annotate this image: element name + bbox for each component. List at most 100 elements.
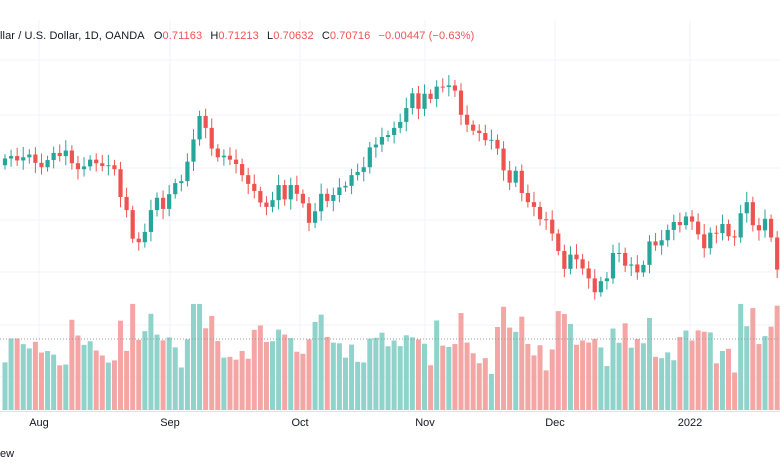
candle-body <box>379 137 385 145</box>
volume-bar <box>513 331 519 410</box>
candle-body <box>39 162 44 168</box>
candle-body <box>15 156 20 161</box>
close-label: C <box>321 30 330 42</box>
volume-bar <box>312 321 318 410</box>
candle-body <box>671 222 676 230</box>
volume-bar <box>342 357 348 410</box>
candle-body <box>440 86 445 88</box>
candle-body <box>69 150 74 164</box>
candle-body <box>562 250 567 269</box>
candle-body <box>702 234 707 249</box>
candle-body <box>179 181 184 184</box>
candle-body <box>233 159 239 165</box>
low-value: 0.70632 <box>273 30 314 42</box>
candle-body <box>355 171 360 176</box>
candle-body <box>446 85 451 87</box>
candle-body <box>471 124 476 131</box>
candle-body <box>276 185 281 201</box>
candle-body <box>732 236 737 238</box>
volume-bar <box>397 346 403 410</box>
candle-body <box>221 155 226 158</box>
candle-body <box>398 121 403 128</box>
candle-body <box>556 233 561 251</box>
candle-body <box>209 127 214 149</box>
volume-bar <box>349 344 355 410</box>
volume-bar <box>136 339 142 410</box>
candle-body <box>507 170 512 183</box>
volume-bar <box>87 341 93 410</box>
volume-bar <box>677 337 683 410</box>
volume-bar <box>726 348 732 410</box>
x-axis-ticks: Aug Sep Oct Nov Dec 2022 <box>29 417 702 429</box>
x-tick-label: Oct <box>291 417 308 429</box>
candle-body <box>240 164 245 176</box>
candle-body <box>653 241 658 246</box>
candle-body <box>312 211 318 223</box>
candle-body <box>227 155 233 160</box>
volume-bar <box>160 340 166 410</box>
volume-bar <box>567 323 573 410</box>
candle-body <box>434 86 439 99</box>
x-tick-label: 2022 <box>678 417 702 429</box>
volume-bar <box>446 347 452 410</box>
candle-body <box>130 210 135 239</box>
candle-body <box>45 160 50 168</box>
candle-body <box>81 166 87 170</box>
candle-body <box>349 175 354 186</box>
volume-bar <box>683 330 689 410</box>
volume-bar <box>403 335 409 410</box>
volume-bar <box>640 343 646 410</box>
volume-bar <box>391 340 397 410</box>
volume-bar <box>111 360 117 410</box>
candle-body <box>404 108 409 122</box>
volume-bar <box>233 359 239 410</box>
volume-bar <box>2 362 8 410</box>
candle-body <box>665 229 670 241</box>
volume-bar <box>105 362 111 410</box>
volume-bar <box>598 347 604 410</box>
candle-body <box>714 232 719 234</box>
volume-bar <box>732 372 738 410</box>
candle-body <box>483 133 488 141</box>
volume-bar <box>45 351 51 410</box>
volume-bar <box>215 341 221 410</box>
volume-bar <box>756 344 762 410</box>
volume-bar <box>592 338 598 410</box>
candle-body <box>452 85 458 91</box>
candle-body <box>610 252 616 279</box>
volume-bar <box>306 339 312 410</box>
volume-bar <box>531 355 537 410</box>
candle-body <box>550 219 555 234</box>
candle-body <box>641 264 646 273</box>
candle-body <box>167 194 172 209</box>
volume-bar <box>288 338 294 410</box>
candle-body <box>118 169 123 197</box>
candle-body <box>683 216 689 226</box>
volume-bar <box>695 330 701 410</box>
volume-bar <box>270 341 276 410</box>
volume-bar <box>166 337 172 410</box>
volume-bar <box>476 363 482 410</box>
candle-body <box>154 197 160 211</box>
volume-bar <box>744 326 750 410</box>
candle-body <box>635 264 640 273</box>
candle-body <box>246 175 251 184</box>
volume-bar <box>81 344 87 410</box>
candle-body <box>124 196 129 211</box>
symbol-label: llar / U.S. Dollar, 1D, OANDA <box>0 30 145 42</box>
candle-body <box>489 139 494 141</box>
candle-body <box>215 148 220 158</box>
volume-bar <box>130 303 136 410</box>
volume-bar <box>367 338 373 410</box>
candle-body <box>616 252 622 254</box>
volume-bar <box>586 342 592 410</box>
volume-bar <box>738 303 744 410</box>
volume-bar <box>118 320 124 410</box>
volume-bar <box>38 352 44 410</box>
volume-bar <box>221 357 227 410</box>
volume-bar <box>464 342 470 410</box>
candle-body <box>136 238 141 243</box>
candle-body <box>197 115 202 140</box>
candle-body <box>367 147 372 168</box>
